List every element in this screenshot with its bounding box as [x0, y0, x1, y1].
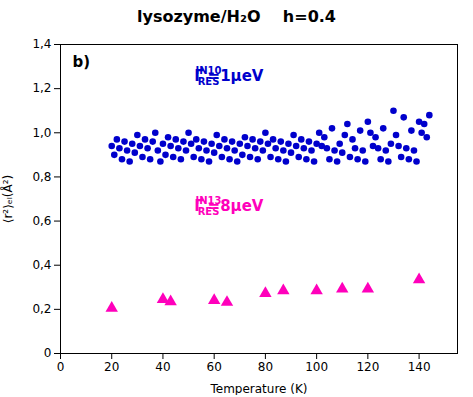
svg-text:1,2: 1,2 [32, 81, 51, 95]
svg-text:0: 0 [44, 346, 52, 360]
svg-text:1,4: 1,4 [32, 37, 51, 51]
svg-text:ΓRESIN13=8μeV: ΓRESIN13=8μeV [194, 195, 264, 217]
svg-text:20: 20 [104, 360, 119, 374]
html-text:lysozyme/H₂O h=0.4: lysozyme/H₂O h=0.4 [137, 7, 336, 26]
svg-text:0,2: 0,2 [32, 302, 51, 316]
svg-text:120: 120 [356, 360, 379, 374]
svg-text:0,8: 0,8 [32, 170, 51, 184]
svg-text:1,0: 1,0 [32, 126, 51, 140]
svg-text:b): b) [73, 53, 91, 71]
svg-text:100: 100 [305, 360, 328, 374]
svg-text:40: 40 [155, 360, 170, 374]
svg-text:60: 60 [207, 360, 222, 374]
svg-text:0: 0 [57, 360, 65, 374]
svg-text:Temperature (K): Temperature (K) [209, 382, 307, 396]
svg-text:0,4: 0,4 [32, 258, 51, 272]
svg-text:80: 80 [258, 360, 273, 374]
svg-text:140: 140 [408, 360, 431, 374]
svg-text:⟨r²⟩ₑₗ(Å²): ⟨r²⟩ₑₗ(Å²) [0, 175, 15, 224]
svg-text:0,6: 0,6 [32, 214, 51, 228]
svg-text:ΓRESIN10=1μeV: ΓRESIN10=1μeV [194, 65, 264, 87]
